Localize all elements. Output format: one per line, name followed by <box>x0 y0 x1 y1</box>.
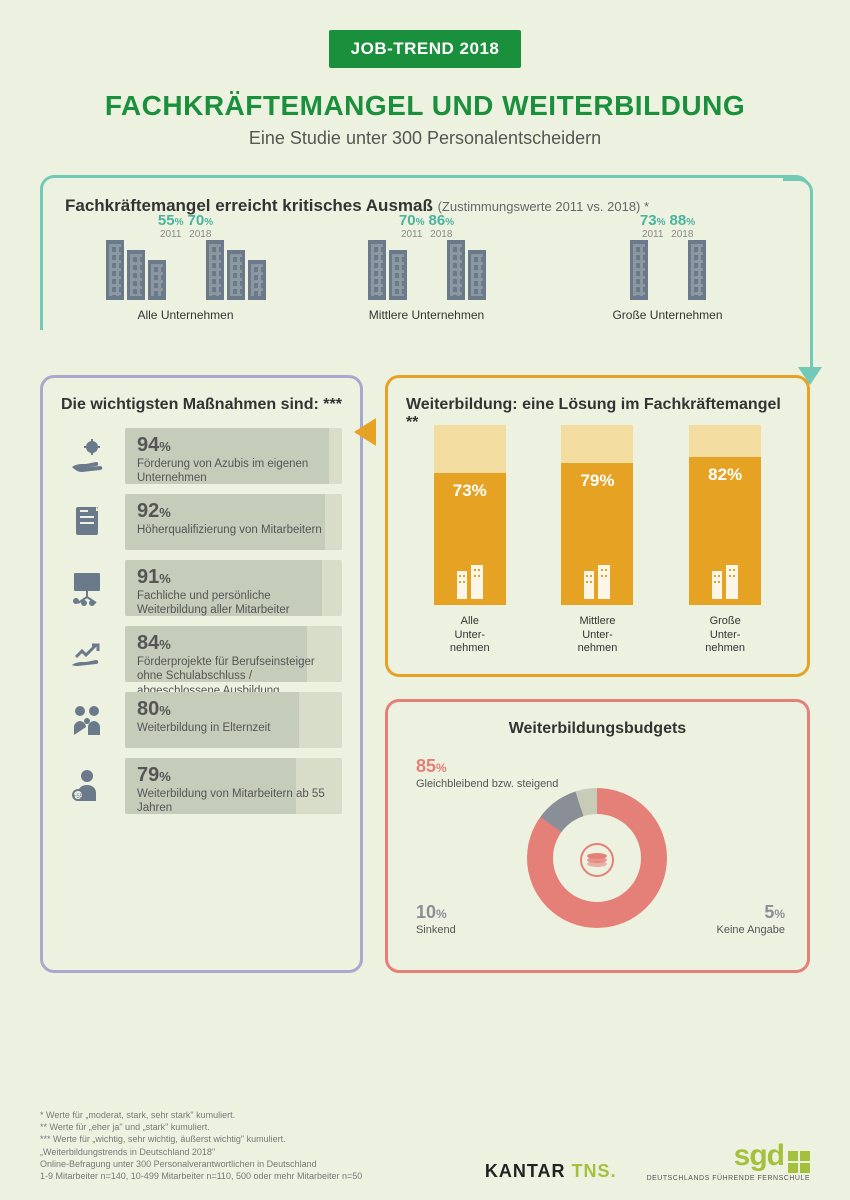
flow-connector-icon <box>783 178 813 370</box>
sgd-logo: sgd DEUTSCHLANDS FÜHRENDE FERNSCHULE <box>647 1139 810 1182</box>
sgd-text: sgd <box>734 1139 784 1173</box>
arrow-left-icon <box>354 418 376 446</box>
budget-label-1: 85% Gleichbleibend bzw. steigend <box>416 756 558 791</box>
measure-row: 84%Förderprojekte für Berufseinsteiger o… <box>61 626 342 682</box>
budget-title: Weiterbildungsbudgets <box>406 720 789 738</box>
budget-pct-1: 85 <box>416 756 436 776</box>
measures-title: Die wichtigsten Maßnahmen sind: *** <box>61 396 342 414</box>
coins-icon <box>575 838 619 887</box>
grade-icon <box>61 496 113 548</box>
measure-row: 92%Höherqualifizierung von Mitarbeitern <box>61 494 342 550</box>
presentation-icon <box>61 562 113 614</box>
budget-label-2: 10% Sinkend <box>416 902 456 937</box>
measure-row: 91%Fachliche und persönliche Weiterbildu… <box>61 560 342 616</box>
building-icon <box>434 565 506 599</box>
sgd-tagline: DEUTSCHLANDS FÜHRENDE FERNSCHULE <box>647 1175 810 1182</box>
page-title: FACHKRÄFTEMANGEL UND WEITERBILDUNG <box>0 90 850 122</box>
family-icon <box>61 694 113 746</box>
kantar-text: KANTAR <box>485 1161 566 1181</box>
panel-solution: Weiterbildung: eine Lösung im Fachkräfte… <box>385 375 810 677</box>
comparison-cell: 73%2011 88%2018Große Unternehmen <box>547 230 788 322</box>
budget-pct-2: 10 <box>416 902 436 922</box>
panel-budget: Weiterbildungsbudgets 85% Gleichbleibend… <box>385 699 810 973</box>
growth-icon <box>61 628 113 680</box>
tns-text: TNS. <box>572 1161 617 1181</box>
solution-bar: 82% GroßeUnter-nehmen <box>685 425 765 656</box>
hand-gear-icon <box>61 430 113 482</box>
measure-row: +5579%Weiterbildung von Mitarbeitern ab … <box>61 758 342 814</box>
footer-logos: KANTAR TNS. sgd DEUTSCHLANDS FÜHRENDE FE… <box>485 1139 810 1182</box>
budget-lab-2: Sinkend <box>416 924 456 937</box>
section-comparison: Fachkräftemangel erreicht kritisches Aus… <box>40 175 810 330</box>
comparison-cell: 55%2011 70%2018Alle Unternehmen <box>65 230 306 322</box>
budget-lab-3: Keine Angabe <box>716 924 785 937</box>
solution-bar: 73% AlleUnter-nehmen <box>430 425 510 656</box>
measure-row: 80%Weiterbildung in Elternzeit <box>61 692 342 748</box>
senior-icon: +55 <box>61 760 113 812</box>
footnotes: * Werte für „moderat, stark, sehr stark"… <box>40 1109 362 1182</box>
measure-row: 94%Förderung von Azubis im eigenen Unter… <box>61 428 342 484</box>
budget-ring-wrap: 85% Gleichbleibend bzw. steigend 10% Sin… <box>406 752 789 952</box>
svg-text:+55: +55 <box>73 794 84 800</box>
comparison-label: Große Unternehmen <box>547 308 788 322</box>
panel-measures: Die wichtigsten Maßnahmen sind: *** 94%F… <box>40 375 363 973</box>
budget-label-3: 5% Keine Angabe <box>716 902 785 937</box>
solution-bar: 79% MittlereUnter-nehmen <box>557 425 637 656</box>
banner-pill: JOB-TREND 2018 <box>329 30 522 68</box>
building-icon <box>689 565 761 599</box>
footer: * Werte für „moderat, stark, sehr stark"… <box>40 1109 810 1182</box>
comparison-cell: 70%2011 86%2018Mittlere Unternehmen <box>306 230 547 322</box>
page-subtitle: Eine Studie unter 300 Personalentscheide… <box>0 128 850 149</box>
building-icon <box>561 565 633 599</box>
kantar-logo: KANTAR TNS. <box>485 1161 617 1182</box>
comparison-label: Alle Unternehmen <box>65 308 306 322</box>
banner: JOB-TREND 2018 <box>0 0 850 68</box>
budget-pct-3: 5 <box>764 902 774 922</box>
comparison-label: Mittlere Unternehmen <box>306 308 547 322</box>
sgd-squares-icon <box>788 1151 810 1173</box>
budget-lab-1: Gleichbleibend bzw. steigend <box>416 778 558 791</box>
